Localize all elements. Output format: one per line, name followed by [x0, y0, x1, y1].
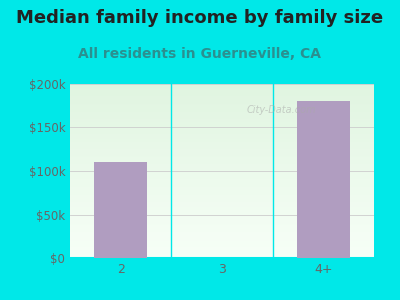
- Bar: [94, 162, 147, 258]
- Text: Median family income by family size: Median family income by family size: [16, 9, 384, 27]
- Text: City-Data.com: City-Data.com: [246, 105, 316, 115]
- Bar: [297, 101, 350, 258]
- Text: All residents in Guerneville, CA: All residents in Guerneville, CA: [78, 46, 322, 61]
